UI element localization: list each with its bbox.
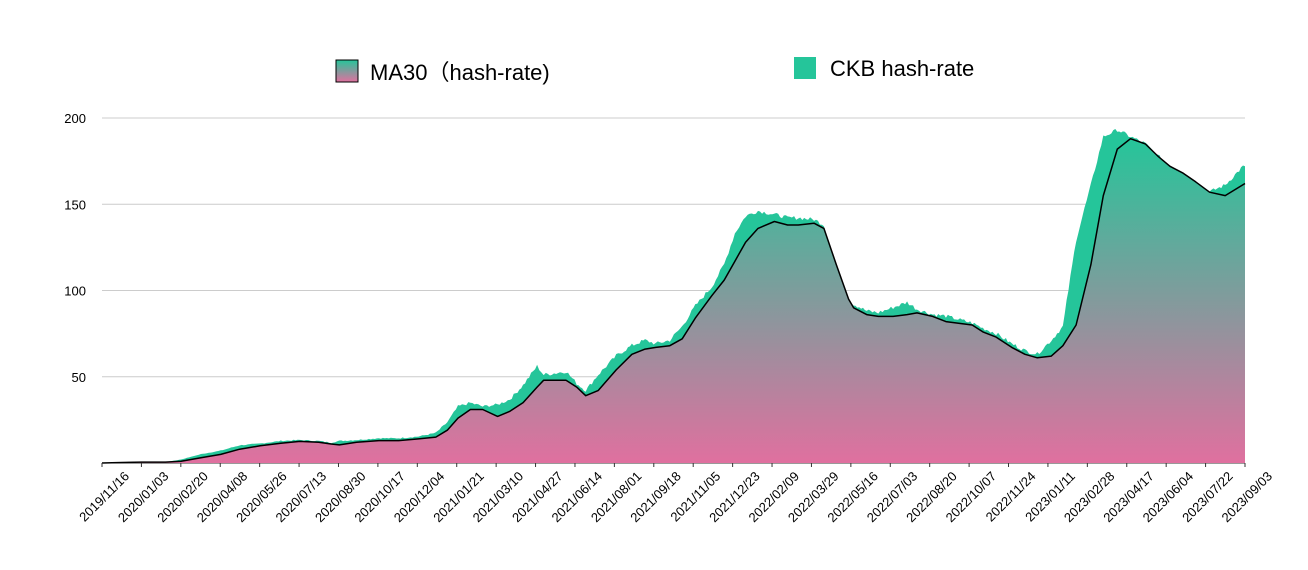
plot-area — [101, 129, 1246, 464]
legend-swatch-ma30 — [335, 59, 359, 83]
legend-label-ma30: MA30（hash-rate) — [370, 60, 550, 85]
x-axis: 2019/11/162020/01/032020/02/202020/04/08… — [76, 463, 1275, 525]
series-ma30-area — [102, 138, 1245, 463]
ytick-label: 150 — [64, 197, 86, 212]
series-ma30-line — [101, 137, 1246, 464]
y-axis: 50 100 150 200 — [64, 111, 86, 385]
ytick-label: 200 — [64, 111, 86, 126]
legend: MA30（hash-rate) CKB hash-rate — [335, 56, 974, 85]
legend-label-ckb: CKB hash-rate — [830, 56, 974, 81]
legend-item-ma30: MA30（hash-rate) — [335, 59, 550, 85]
legend-swatch-ckb — [794, 57, 816, 79]
ytick-label: 100 — [64, 284, 86, 299]
legend-item-ckb: CKB hash-rate — [794, 56, 974, 81]
ytick-label: 50 — [72, 370, 86, 385]
